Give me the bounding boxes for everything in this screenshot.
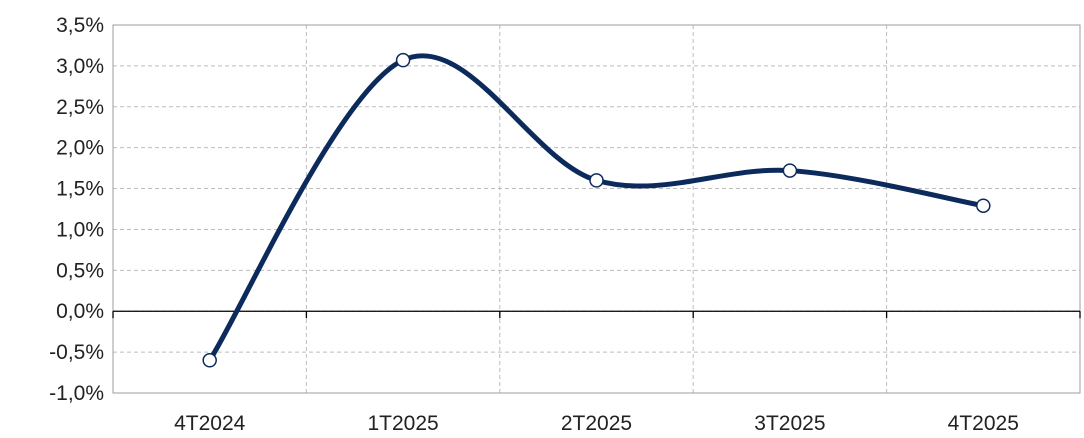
- x-axis-tick-marks: [112, 311, 1081, 319]
- x-tick-label: 2T2025: [561, 412, 632, 435]
- y-tick-label: 0,5%: [56, 259, 104, 282]
- data-point: [395, 52, 411, 68]
- data-point: [976, 198, 991, 213]
- y-tick-label: 1,0%: [56, 218, 104, 241]
- data-point: [782, 163, 798, 178]
- y-axis-tick-labels: -1,0% -0,5% 0,0% 0,5% 1,0% 1,5% 2,0% 2,5% 3,0% 3,…: [49, 14, 104, 405]
- y-tick-label: 1,5%: [56, 178, 104, 201]
- y-tick-label: 3,0%: [56, 55, 104, 78]
- y-tick-label: 2,5%: [56, 96, 104, 119]
- y-tick-label: 3,5%: [56, 14, 104, 37]
- x-tick-label: 4T2025: [948, 412, 1019, 435]
- data-point: [589, 173, 604, 188]
- series-points: [202, 52, 991, 368]
- grid: [113, 24, 1080, 394]
- x-tick-label: 4T2024: [174, 412, 246, 435]
- y-tick-label: -0,5%: [49, 341, 104, 364]
- data-point: [202, 353, 217, 368]
- x-tick-label: 3T2025: [754, 412, 825, 435]
- y-tick-label: 2,0%: [56, 137, 104, 160]
- plot-area-border: [112, 24, 1081, 394]
- y-tick-label: -1,0%: [49, 382, 104, 405]
- series-line: [207, 53, 986, 363]
- y-tick-label: 0,0%: [56, 300, 104, 323]
- x-tick-label: 1T2025: [367, 412, 438, 435]
- x-axis-tick-labels: 4T2024 1T2025 2T2025 3T2025 4T2025: [174, 412, 1019, 435]
